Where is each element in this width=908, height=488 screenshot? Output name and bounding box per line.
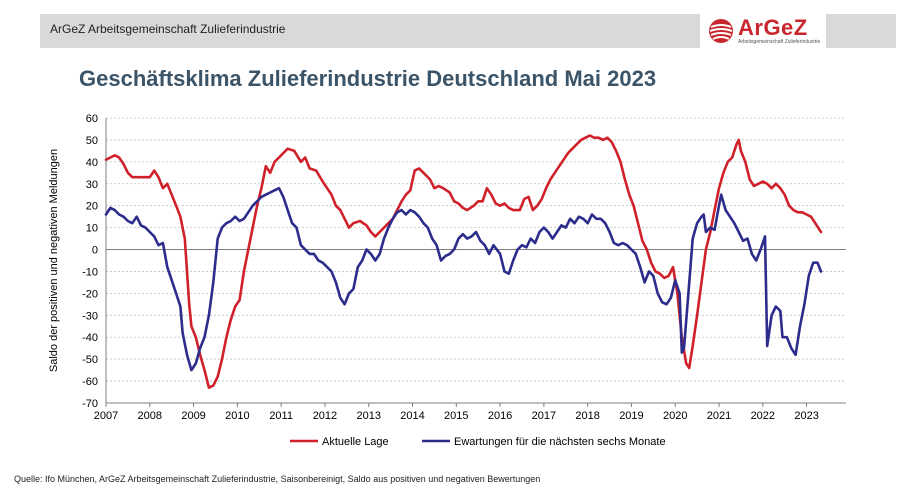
x-tick-label: 2020 <box>663 410 687 422</box>
x-tick-label: 2016 <box>488 410 512 422</box>
source-footnote: Quelle: Ifo München, ArGeZ Arbeitsgemein… <box>14 474 541 484</box>
grid-lines <box>106 117 846 404</box>
header-text: ArGeZ Arbeitsgemeinschaft Zulieferindust… <box>50 22 286 36</box>
x-tick-label: 2018 <box>575 410 599 422</box>
y-tick-label: 10 <box>86 223 98 235</box>
y-tick-label: -50 <box>82 354 98 366</box>
series-line-2 <box>104 186 823 372</box>
logo-word: ArGeZ <box>738 15 808 40</box>
x-tick-label: 2011 <box>269 410 293 422</box>
y-tick-label: -40 <box>82 332 98 344</box>
x-tick-label: 2015 <box>444 410 468 422</box>
y-tick-label: 20 <box>86 201 98 213</box>
x-tick-label: 2009 <box>181 410 205 422</box>
y-tick-label: 60 <box>86 113 98 125</box>
y-tick-label: -70 <box>82 398 98 410</box>
y-tick-label: 30 <box>86 179 98 191</box>
x-tick-label: 2017 <box>532 410 556 422</box>
y-axis-label: Saldo der positiven und negativen Meldun… <box>48 149 60 372</box>
x-tick-label: 2010 <box>225 410 249 422</box>
argez-logo-icon <box>709 19 733 43</box>
x-tick-label: 2021 <box>707 410 731 422</box>
chart-title: Geschäftsklima Zulieferindustrie Deutsch… <box>79 66 657 91</box>
x-tick-label: 2022 <box>751 410 775 422</box>
series-line-1 <box>104 134 823 389</box>
legend-label-1: Aktuelle Lage <box>322 436 389 448</box>
x-tick-label: 2013 <box>356 410 380 422</box>
legend-label-2: Ewartungen für die nächsten sechs Monate <box>454 436 666 448</box>
y-tick-label: -30 <box>82 310 98 322</box>
y-tick-label: 50 <box>86 135 98 147</box>
x-tick-label: 2014 <box>400 410 424 422</box>
logo-subtitle: Arbeitsgemeinschaft Zulieferindustrie <box>738 39 821 45</box>
y-tick-label: -10 <box>82 266 98 278</box>
x-tick-label: 2008 <box>138 410 162 422</box>
x-tick-label: 2007 <box>94 410 118 422</box>
y-tick-label: -60 <box>82 376 98 388</box>
x-tick-label: 2019 <box>619 410 643 422</box>
series-lines <box>104 134 823 389</box>
argez-logo: ArGeZ Arbeitsgemeinschaft Zulieferindust… <box>700 14 826 48</box>
y-tick-label: 40 <box>86 157 98 169</box>
y-tick-label: -20 <box>82 288 98 300</box>
legend: Aktuelle Lage Ewartungen für die nächsten… <box>290 436 666 448</box>
x-tick-label: 2023 <box>794 410 818 422</box>
x-tick-label: 2012 <box>313 410 337 422</box>
y-tick-label: 0 <box>92 245 98 257</box>
